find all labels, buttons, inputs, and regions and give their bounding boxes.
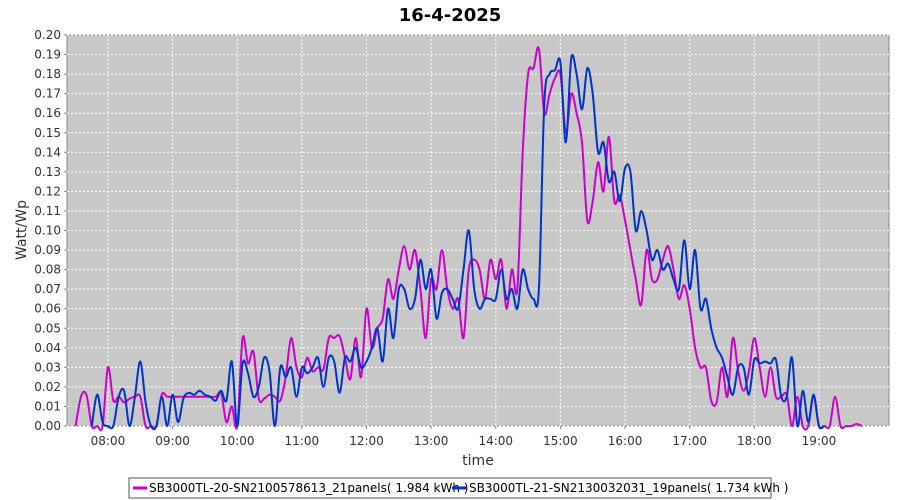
x-tick-label: 11:00 — [285, 434, 320, 448]
x-tick-label: 15:00 — [543, 434, 578, 448]
x-tick-label: 10:00 — [220, 434, 255, 448]
x-tick-label: 19:00 — [802, 434, 837, 448]
y-tick-label: 0.13 — [34, 165, 61, 179]
x-tick-label: 13:00 — [414, 434, 449, 448]
y-tick-label: 0.02 — [34, 380, 61, 394]
y-tick-label: 0.00 — [34, 419, 61, 433]
x-tick-label: 14:00 — [478, 434, 513, 448]
y-axis: 0.00 0.01 0.02 0.03 0.04 0.05 0.06 0.07 0.08 0.09… — [34, 28, 67, 433]
x-tick-label: 09:00 — [155, 434, 190, 448]
y-tick-label: 0.10 — [34, 224, 61, 238]
legend: SB3000TL-20-SN2100578613_21panels( 1.984… — [128, 477, 788, 499]
y-tick-label: 0.19 — [34, 48, 61, 62]
y-tick-label: 0.07 — [34, 282, 61, 296]
series-line-1 — [74, 46, 863, 432]
y-tick-label: 0.15 — [34, 126, 61, 140]
y-tick-label: 0.09 — [34, 243, 61, 257]
series-group — [74, 46, 863, 432]
x-tick-label: 18:00 — [737, 434, 772, 448]
y-tick-label: 0.11 — [34, 204, 61, 218]
y-tick-label: 0.04 — [34, 341, 61, 355]
x-axis: 08:00 09:00 10:00 11:00 12:00 13:00 14:00 15:00… — [91, 426, 837, 448]
legend-box — [128, 477, 772, 499]
chart-title: 16-4-2025 — [399, 5, 502, 26]
x-axis-title: time — [462, 453, 494, 469]
plot-background — [66, 34, 890, 427]
y-tick-label: 0.14 — [34, 145, 61, 159]
y-tick-label: 0.03 — [34, 360, 61, 374]
y-tick-label: 0.01 — [34, 399, 61, 413]
y-tick-label: 0.18 — [34, 67, 61, 81]
y-tick-label: 0.05 — [34, 321, 61, 335]
x-tick-label: 12:00 — [349, 434, 384, 448]
y-tick-label: 0.12 — [34, 184, 61, 198]
y-tick-label: 0.08 — [34, 263, 61, 277]
x-tick-label: 17:00 — [672, 434, 707, 448]
legend-label-1: SB3000TL-20-SN2100578613_21panels( 1.984… — [149, 481, 468, 495]
series-line-2 — [90, 53, 825, 431]
y-tick-label: 0.20 — [34, 28, 61, 42]
y-tick-label: 0.17 — [34, 87, 61, 101]
grid-lines — [67, 34, 889, 427]
x-tick-label: 16:00 — [608, 434, 643, 448]
y-tick-label: 0.06 — [34, 302, 61, 316]
x-tick-label: 08:00 — [91, 434, 126, 448]
y-tick-label: 0.16 — [34, 106, 61, 120]
legend-label-2: SB3000TL-21-SN2130032031_19panels( 1.734… — [469, 481, 788, 495]
y-axis-title: Watt/Wp — [14, 200, 30, 260]
